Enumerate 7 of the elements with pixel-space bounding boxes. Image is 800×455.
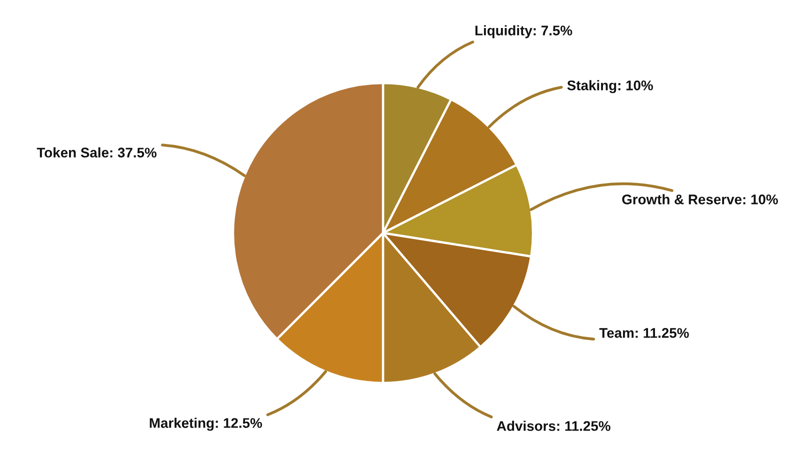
slice-label: Marketing: 12.5% (150, 418, 262, 431)
slice-label: Advisors: 11.25% (496, 420, 610, 431)
slice-label: Token Sale: 37.5% (36, 147, 156, 158)
slice-label: Liquidity: 7.5% (475, 25, 572, 38)
slice-label: Growth & Reserve: 10% (622, 194, 778, 204)
slice-label: Staking: 10% (567, 80, 653, 94)
slice-label: Team: 11.25% (599, 328, 689, 338)
